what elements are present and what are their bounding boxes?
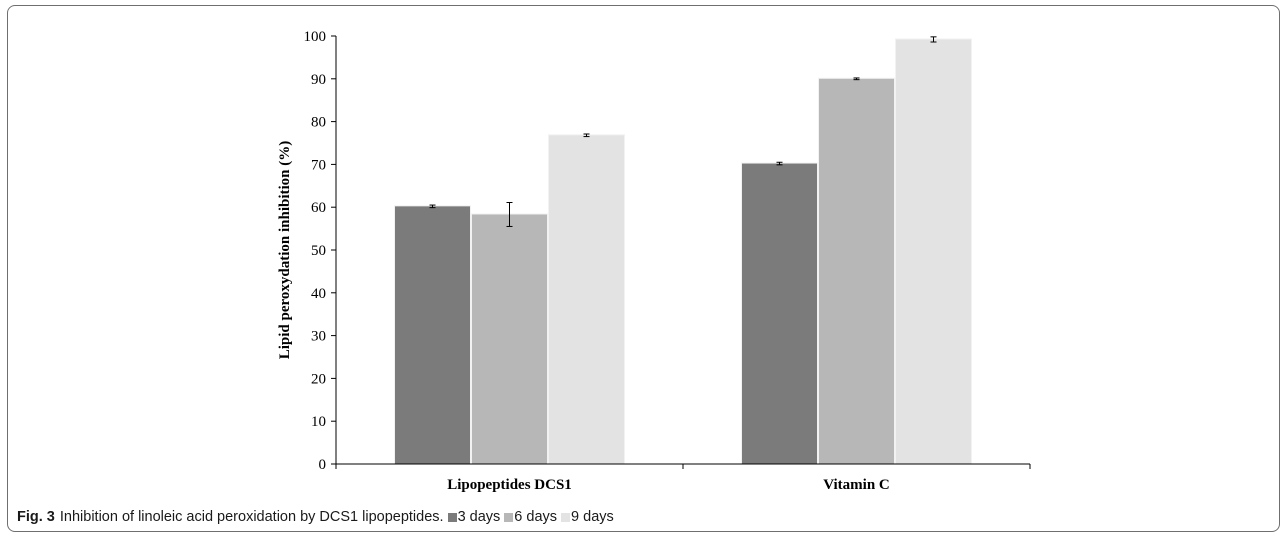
legend-swatch-9-days — [561, 512, 571, 522]
bars-layer — [394, 38, 972, 465]
legend-item-3-days: 3 days — [447, 509, 501, 525]
y-tick-label-10: 10 — [311, 414, 326, 430]
figure-caption: Fig. 3 Inhibition of linoleic acid perox… — [17, 507, 614, 527]
legend-swatch-3-days — [447, 512, 457, 522]
legend-item-9-days: 9 days — [561, 509, 614, 525]
y-tick-label-100: 100 — [304, 29, 327, 45]
y-axis-title: Lipid peroxydation inhibition (%) — [277, 141, 293, 360]
error-bars-layer — [429, 36, 937, 227]
legend-label-3-days: 3 days — [457, 509, 501, 525]
legend-label-9-days: 9 days — [571, 509, 614, 525]
figure-label: Fig. 3 — [17, 509, 55, 525]
y-tick-label-60: 60 — [311, 200, 326, 216]
y-tick-label-30: 30 — [311, 329, 326, 345]
y-tick-label-40: 40 — [311, 286, 326, 302]
y-tick-label-50: 50 — [311, 243, 326, 259]
y-tick-label-0: 0 — [319, 457, 327, 473]
y-tick-label-80: 80 — [311, 115, 326, 131]
caption-text: Inhibition of linoleic acid peroxidation… — [59, 509, 444, 525]
bar-vitamin-c-9-days — [896, 39, 971, 464]
legend-item-6-days: 6 days — [504, 509, 557, 525]
bar-lipopeptides-dcs1-6-days — [472, 214, 547, 464]
bar-lipopeptides-dcs1-3-days — [395, 206, 470, 464]
x-labels-layer: Lipopeptides DCS1 Vitamin C — [447, 477, 890, 493]
legend-swatch-6-days — [504, 512, 514, 522]
bar-vitamin-c-3-days — [742, 163, 817, 464]
bar-lipopeptides-dcs1-9-days — [549, 135, 624, 464]
y-ticks-layer: 0 10 20 30 40 50 60 70 80 90 100 — [304, 29, 336, 473]
legend-label-6-days: 6 days — [514, 509, 558, 525]
x-category-label-vitamin-c: Vitamin C — [823, 477, 890, 493]
bar-vitamin-c-6-days — [819, 78, 894, 465]
y-tick-label-90: 90 — [311, 72, 326, 88]
y-tick-label-20: 20 — [311, 371, 326, 387]
y-tick-label-70: 70 — [311, 157, 326, 173]
x-category-label-lipopeptides-dcs1: Lipopeptides DCS1 — [447, 477, 572, 493]
figure-frame — [7, 5, 1280, 532]
